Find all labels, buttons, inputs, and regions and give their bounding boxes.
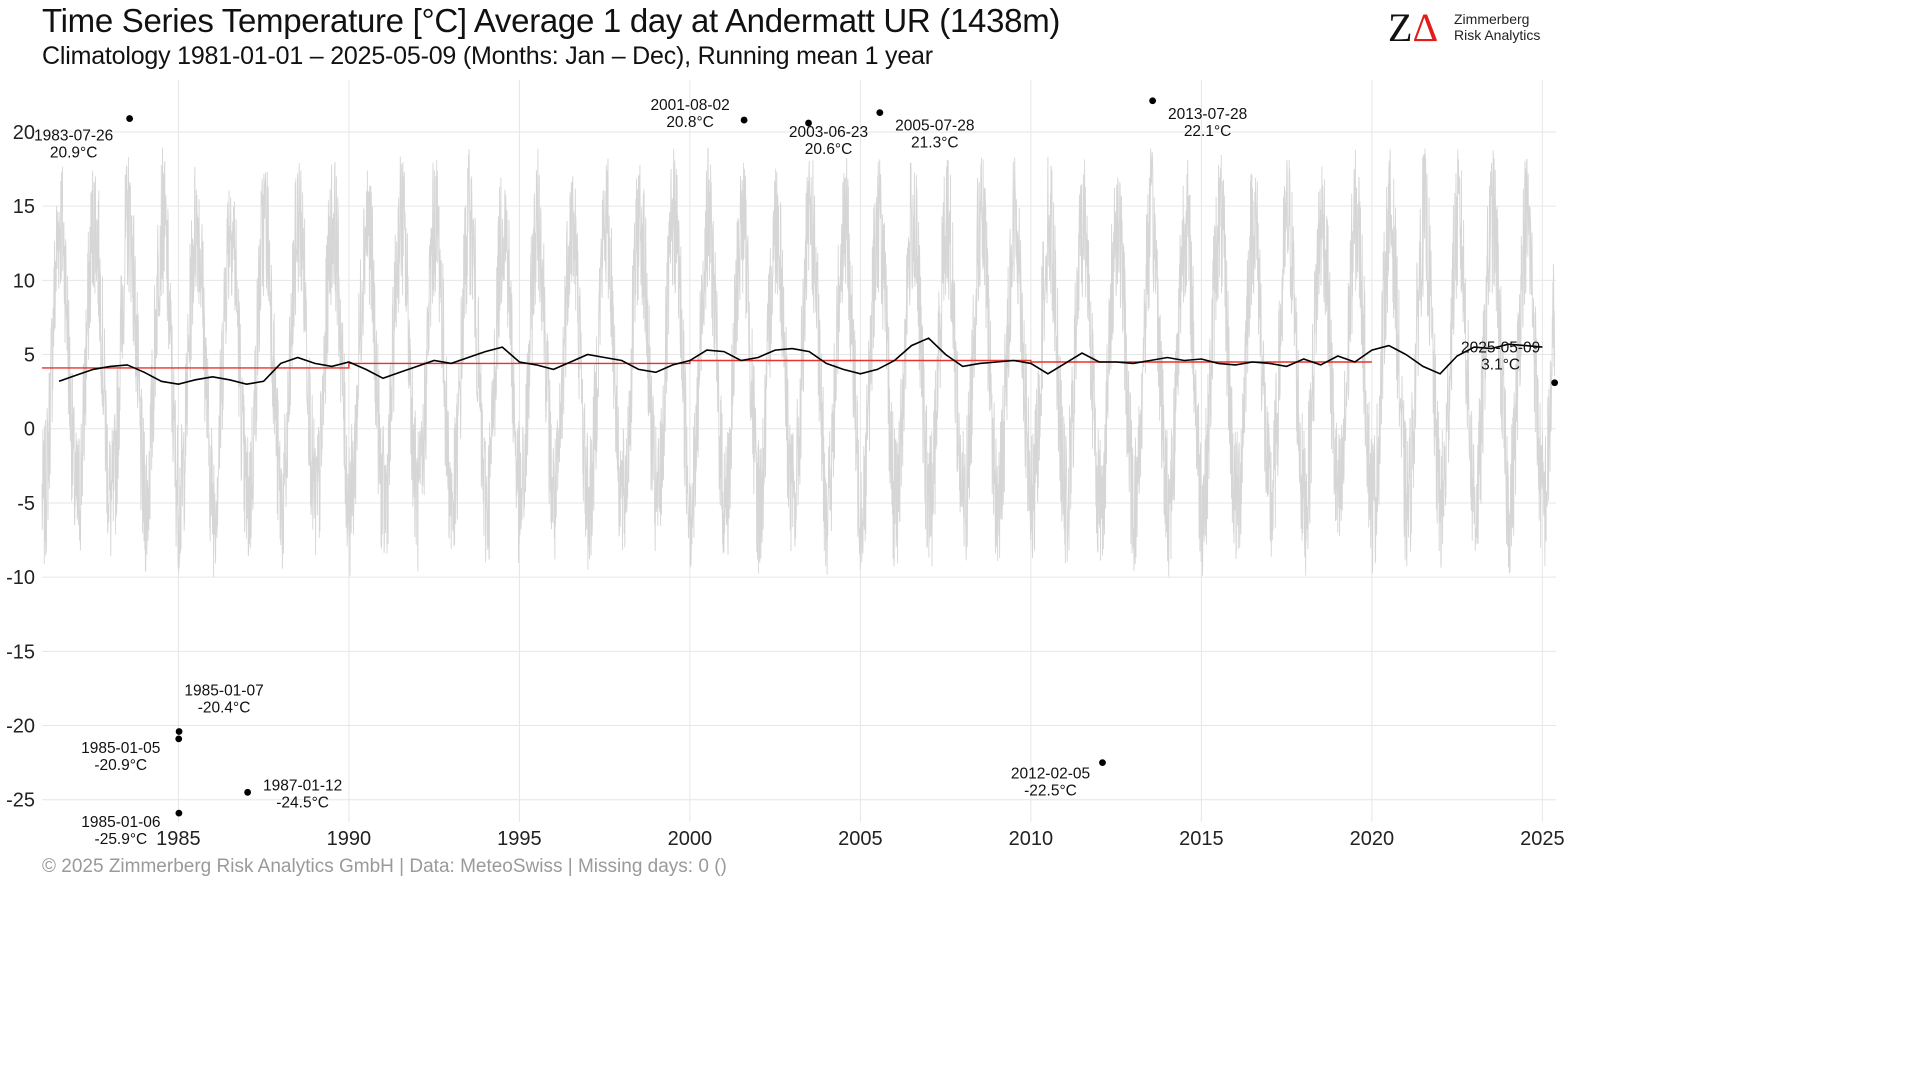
extreme-point bbox=[175, 728, 183, 735]
extreme-point bbox=[175, 735, 183, 743]
annotation-date: 2013-07-28 bbox=[1168, 106, 1247, 123]
x-tick-label: 1995 bbox=[497, 828, 542, 850]
annotation-value: 20.8°C bbox=[666, 114, 714, 131]
extreme-point bbox=[1149, 97, 1157, 105]
x-tick-label: 1990 bbox=[327, 828, 372, 850]
annotation-value: -20.4°C bbox=[198, 699, 251, 716]
daily-temperature-series bbox=[41, 147, 1556, 577]
running-mean-series-layer bbox=[58, 337, 1543, 386]
running-mean-line bbox=[58, 337, 1543, 386]
trend-line bbox=[42, 359, 1372, 369]
annotation-value: 20.9°C bbox=[50, 145, 98, 162]
extreme-annotation: 1985-01-07-20.4°C bbox=[184, 682, 263, 716]
annotation-value: -20.9°C bbox=[94, 757, 147, 774]
x-tick-label: 2000 bbox=[668, 828, 713, 850]
chart-subtitle: Climatology 1981-01-01 – 2025-05-09 (Mon… bbox=[42, 42, 933, 70]
x-tick-label: 2015 bbox=[1179, 828, 1224, 850]
daily-series-layer bbox=[41, 147, 1556, 577]
annotation-value: -22.5°C bbox=[1024, 783, 1077, 800]
annotation-value: 21.3°C bbox=[911, 135, 959, 152]
x-tick-label: 2005 bbox=[838, 828, 883, 850]
y-tick-label: 15 bbox=[13, 196, 35, 218]
annotation-date: 2012-02-05 bbox=[1011, 766, 1090, 783]
annotation-date: 2001-08-02 bbox=[650, 97, 729, 114]
extreme-point bbox=[740, 116, 748, 124]
annotation-value: 20.6°C bbox=[805, 141, 853, 158]
x-tick-label: 2025 bbox=[1520, 828, 1565, 850]
annotation-date: 1985-01-06 bbox=[81, 814, 160, 831]
logo-name-line1: Zimmerberg bbox=[1454, 11, 1530, 27]
chart-title: Time Series Temperature [°C] Average 1 d… bbox=[42, 2, 1061, 39]
y-tick-label: 20 bbox=[13, 122, 35, 144]
logo-mark-icon: ZΔ bbox=[1388, 5, 1439, 50]
annotation-date: 2003-06-23 bbox=[789, 124, 868, 141]
extreme-point bbox=[126, 115, 134, 122]
extreme-point bbox=[1099, 759, 1106, 767]
annotation-value: 22.1°C bbox=[1184, 123, 1232, 140]
extreme-point bbox=[876, 109, 884, 117]
x-tick-labels: 1985 1990 1995 2000 2005 2010 2015 2020 2025 bbox=[156, 828, 1564, 850]
annotation-value: -25.9°C bbox=[95, 831, 148, 848]
annotation-date: 1985-01-05 bbox=[81, 740, 160, 757]
y-tick-label: -25 bbox=[6, 790, 35, 812]
extreme-point bbox=[244, 788, 252, 796]
extreme-annotation: 1987-01-12-24.5°C bbox=[263, 777, 342, 811]
extreme-annotation: 1985-01-06-25.9°C bbox=[81, 814, 160, 848]
annotation-date: 2025-05-09 bbox=[1461, 340, 1540, 357]
y-tick-label: 5 bbox=[24, 345, 35, 367]
y-tick-label: -20 bbox=[6, 716, 35, 738]
logo-name: Zimmerberg Risk Analytics bbox=[1454, 11, 1540, 43]
y-tick-label: 10 bbox=[13, 270, 35, 292]
x-tick-label: 1985 bbox=[156, 828, 201, 850]
footer-credits: © 2025 Zimmerberg Risk Analytics GmbH | … bbox=[42, 856, 727, 877]
extreme-point bbox=[1551, 379, 1559, 387]
extreme-annotation: 1985-01-05-20.9°C bbox=[81, 740, 160, 774]
y-tick-label: -10 bbox=[6, 567, 35, 589]
annotation-date: 1983-07-26 bbox=[34, 128, 113, 145]
annotation-date: 2005-07-28 bbox=[895, 118, 974, 135]
logo-name-line2: Risk Analytics bbox=[1454, 27, 1541, 43]
annotation-value: -24.5°C bbox=[276, 794, 329, 811]
annotation-value: 3.1°C bbox=[1481, 357, 1520, 374]
extreme-point bbox=[805, 119, 812, 127]
annotation-date: 1985-01-07 bbox=[184, 682, 263, 699]
trend-series-layer bbox=[42, 359, 1372, 369]
extreme-annotation: 2025-05-093.1°C bbox=[1461, 340, 1540, 374]
annotation-date: 1987-01-12 bbox=[263, 777, 342, 794]
y-tick-label: -15 bbox=[6, 641, 35, 663]
extreme-annotation: 2012-02-05-22.5°C bbox=[1011, 766, 1090, 800]
company-logo: ZΔ Zimmerberg Risk Analytics bbox=[1388, 8, 1558, 48]
x-tick-label: 2010 bbox=[1009, 828, 1054, 850]
y-tick-labels: 20 15 10 5 0 -5 -10 -15 -20 -25 bbox=[6, 122, 35, 812]
x-tick-label: 2020 bbox=[1350, 828, 1395, 850]
extreme-point bbox=[175, 809, 183, 817]
y-tick-label: 0 bbox=[24, 419, 35, 441]
y-tick-label: -5 bbox=[17, 493, 35, 515]
